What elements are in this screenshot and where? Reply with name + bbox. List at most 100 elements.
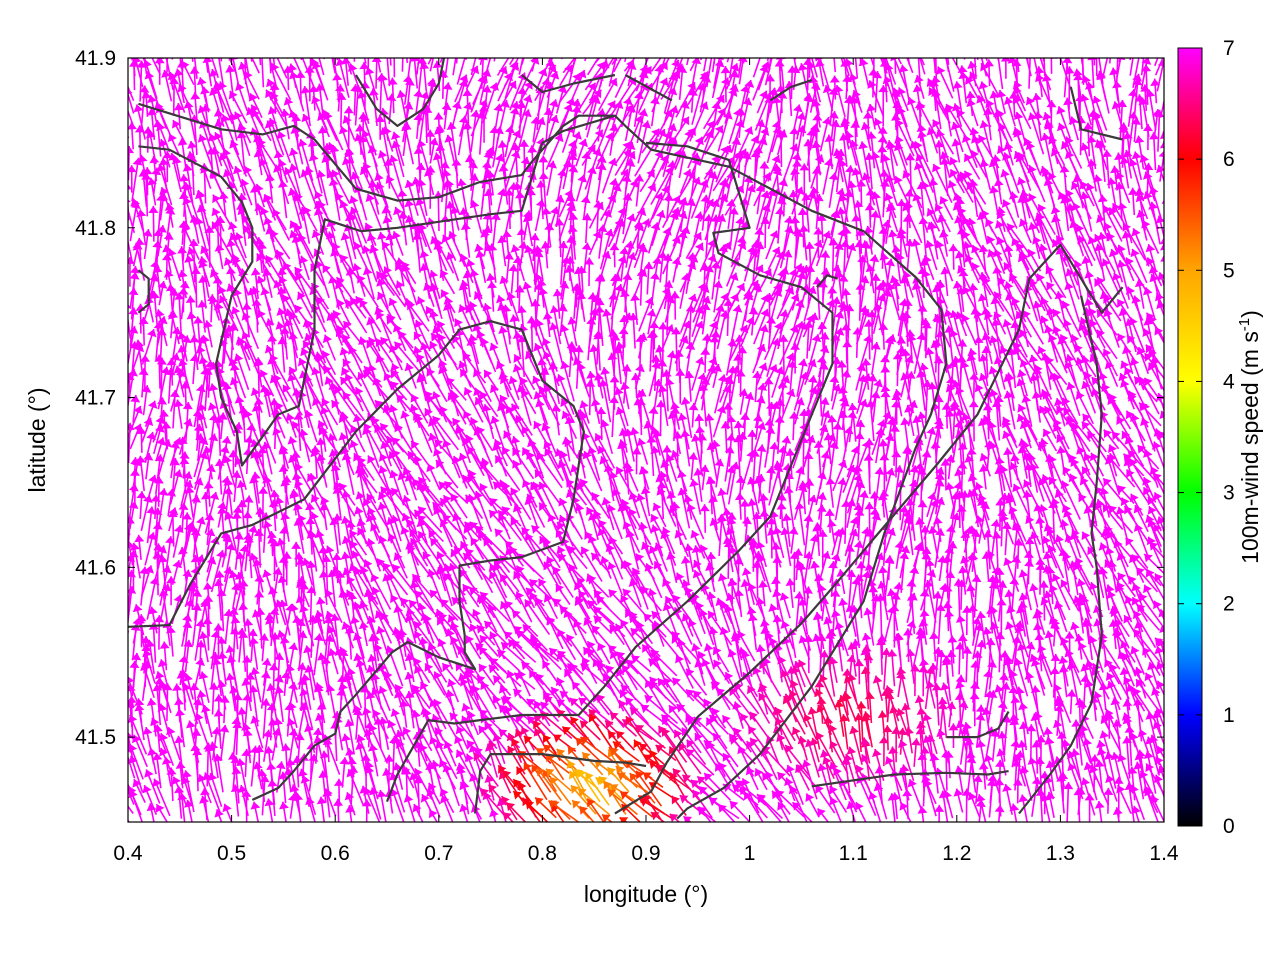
wind-arrow-head: [588, 32, 598, 40]
wind-arrow-head: [497, 188, 507, 197]
wind-arrow-head: [259, 207, 269, 216]
wind-arrow-head: [921, 321, 932, 329]
wind-arrow-head: [1155, 215, 1164, 224]
wind-arrow-head: [1062, 58, 1073, 64]
wind-arrow-head: [713, 29, 723, 37]
wind-arrow-head: [297, 291, 306, 301]
wind-arrow-head: [389, 344, 399, 353]
wind-arrow-head: [620, 46, 629, 55]
wind-arrow-head: [416, 372, 427, 381]
wind-arrow-head: [167, 248, 177, 257]
wind-arrow-head: [581, 26, 590, 34]
wind-arrow-head: [560, 361, 570, 370]
wind-arrow-head: [155, 424, 165, 433]
wind-arrow-head: [866, 103, 877, 112]
wind-arrow-shaft: [479, 111, 484, 155]
wind-arrow-head: [896, 231, 907, 239]
wind-arrow-head: [363, 370, 372, 379]
wind-arrow-head: [1118, 308, 1129, 317]
wind-arrow-head: [533, 421, 542, 430]
wind-arrow-shaft: [636, 58, 638, 59]
wind-arrow-head: [1073, 73, 1084, 81]
wind-arrow-head: [489, 342, 499, 352]
wind-arrow-head: [1131, 117, 1141, 125]
wind-arrow-head: [544, 82, 555, 90]
wind-arrow-shaft: [974, 58, 977, 79]
wind-arrow-head: [498, 402, 509, 411]
wind-arrow-head: [1016, 369, 1027, 378]
wind-arrow-head: [829, 75, 840, 83]
wind-arrow-head: [212, 276, 223, 284]
wind-arrow-head: [533, 391, 543, 400]
wind-arrow-head: [634, 174, 645, 182]
wind-arrow-shaft: [551, 322, 564, 366]
wind-arrow-head: [483, 188, 494, 197]
wind-arrow-head: [647, 33, 657, 41]
wind-arrow-head: [982, 277, 991, 286]
wind-arrow-head: [236, 130, 247, 139]
wind-arrow-shaft: [1175, 189, 1177, 214]
wind-arrow-head: [586, 371, 597, 379]
wind-arrow-head: [209, 69, 219, 78]
wind-arrow-head: [834, 310, 845, 319]
wind-arrow-head: [656, 210, 666, 219]
wind-arrow-head: [1019, 329, 1028, 339]
wind-arrow-head: [197, 105, 208, 114]
wind-arrow-head: [922, 255, 932, 264]
wind-arrow-head: [775, 251, 785, 260]
wind-arrow-shaft: [573, 58, 577, 62]
wind-arrow-head: [1128, 158, 1138, 168]
wind-arrow-head: [593, 89, 602, 99]
wind-arrow-head: [168, 152, 179, 161]
wind-arrow-head: [816, 213, 827, 222]
wind-arrow-shaft: [728, 58, 734, 79]
wind-arrow-head: [736, 235, 747, 244]
wind-arrow-head: [505, 405, 515, 415]
wind-arrow-head: [276, 131, 286, 140]
wind-arrow-head: [1145, 344, 1155, 354]
wind-arrow-head: [571, 283, 582, 292]
wind-arrow-head: [567, 140, 578, 149]
wind-arrow-head: [856, 179, 867, 187]
wind-arrow-head: [788, 268, 799, 277]
wind-arrow-head: [605, 132, 615, 142]
wind-arrow-shaft: [228, 58, 237, 74]
wind-arrow-head: [784, 225, 794, 234]
wind-arrow-head: [822, 85, 833, 94]
wind-arrow-shaft: [220, 58, 223, 62]
wind-arrow-shaft: [1118, 58, 1121, 63]
wind-arrow-head: [703, 214, 714, 222]
wind-arrow-head: [431, 325, 442, 335]
wind-arrow-shaft: [835, 58, 838, 59]
wind-arrow-head: [130, 395, 141, 403]
wind-arrow-head: [439, 161, 450, 169]
wind-arrow-head: [300, 86, 311, 94]
wind-arrow-head: [1141, 58, 1152, 65]
wind-arrow-head: [1121, 25, 1131, 33]
wind-arrow-head: [884, 193, 894, 202]
wind-arrow-head: [755, 184, 766, 192]
wind-arrow-head: [306, 40, 316, 47]
wind-arrow-head: [880, 179, 890, 187]
wind-arrow-head: [273, 280, 283, 289]
wind-arrow-head: [348, 346, 358, 355]
wind-arrow-head: [795, 299, 805, 308]
wind-arrow-head: [609, 243, 620, 251]
wind-arrow-head: [497, 235, 508, 244]
wind-arrow-head: [498, 164, 509, 172]
wind-arrow-head: [140, 354, 150, 362]
wind-arrow-head: [717, 108, 726, 117]
wind-arrow-head: [419, 263, 430, 272]
wind-arrow-head: [428, 137, 439, 146]
wind-arrow-shaft: [906, 58, 914, 74]
wind-arrow-head: [789, 325, 799, 334]
wind-arrow-head: [473, 369, 482, 378]
wind-arrow-head: [891, 245, 902, 253]
wind-arrow-shaft: [752, 58, 761, 78]
wind-arrow-head: [364, 222, 374, 232]
wind-arrow-shaft: [936, 240, 954, 282]
wind-arrow-head: [510, 150, 521, 159]
wind-arrow-head: [818, 280, 828, 288]
wind-arrow-head: [701, 333, 712, 342]
wind-arrow-head: [670, 401, 680, 410]
